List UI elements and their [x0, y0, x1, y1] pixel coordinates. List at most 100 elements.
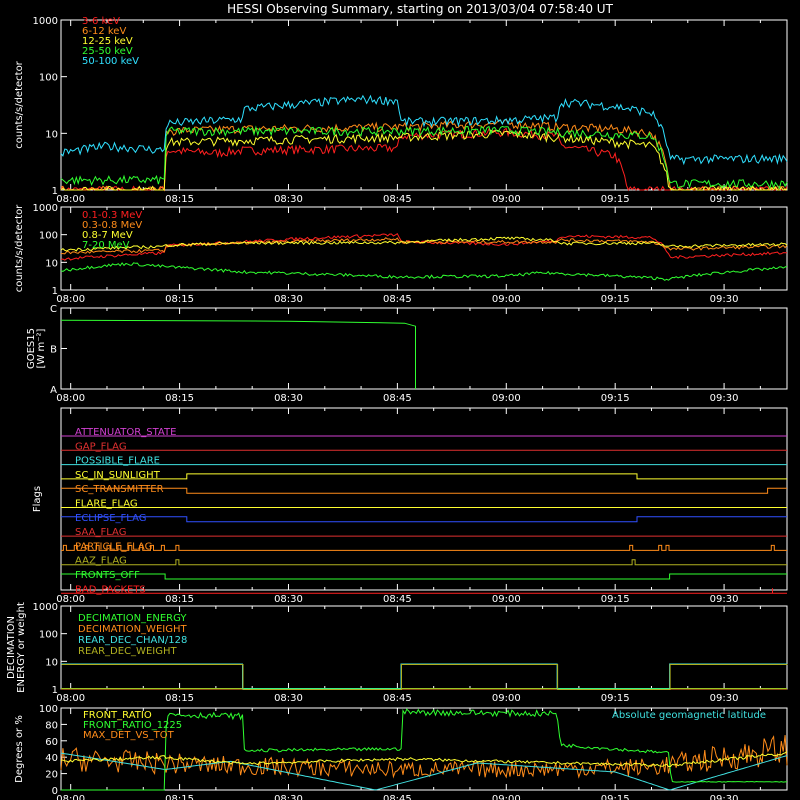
x-tick-label: 09:00 [492, 693, 521, 704]
flag-label: ECLIPSE_FLAG [75, 513, 146, 524]
y-axis-label: counts/s/detector [14, 60, 25, 148]
series-line [60, 319, 416, 389]
low-energy-frame [60, 19, 788, 191]
series-line [60, 752, 788, 791]
y-tick-label: 100 [39, 231, 58, 242]
x-tick-label: 08:30 [274, 194, 303, 205]
x-tick-label: 09:00 [492, 794, 521, 800]
y-tick-label: 80 [45, 720, 58, 731]
x-tick-label: 09:00 [492, 393, 521, 404]
legend-entry: 50-100 keV [82, 56, 139, 67]
x-tick-label: 08:30 [274, 693, 303, 704]
y-axis-label: Flags [32, 486, 43, 512]
y-tick-label: 1000 [33, 16, 58, 27]
flag-label: FLARE_FLAG [75, 499, 138, 510]
legend-entry: 6-12 keV [82, 26, 126, 37]
y-tick-label: 0 [52, 786, 58, 797]
x-tick-label: 09:00 [492, 294, 521, 305]
x-tick-label: 08:15 [165, 294, 194, 305]
flag-line [61, 544, 787, 551]
x-tick-label: 08:45 [383, 794, 412, 800]
y-axis-unit: [W m⁻²] [36, 328, 47, 368]
flags-panel: 08:00 08:15 08:30 08:45 09:00 09:15 09:30 Flags… [32, 407, 788, 605]
x-tick-label: 08:30 [274, 294, 303, 305]
x-tick-label: 09:30 [710, 794, 739, 800]
y-tick-label: 100 [39, 704, 58, 715]
goes-frame [60, 307, 788, 390]
x-tick-label: 09:30 [710, 693, 739, 704]
x-tick-label: 08:15 [165, 393, 194, 404]
x-tick-label: 09:30 [710, 194, 739, 205]
flag-line [61, 516, 787, 523]
y-tick-label: B [50, 345, 57, 356]
legend-entry: REAR_DEC_WEIGHT [78, 646, 177, 657]
x-tick-label: 08:30 [274, 794, 303, 800]
y-tick-label: 10 [45, 258, 58, 269]
y-axis-label-2: ENERGY or weight [16, 602, 27, 693]
legend-entry: FRONT_RATIO_1225 [83, 720, 182, 731]
x-tick-label: 08:30 [274, 594, 303, 605]
x-tick-label: 08:45 [383, 594, 412, 605]
y-tick-label: 60 [45, 737, 58, 748]
flag-label: POSSIBLE_FLARE [75, 456, 160, 467]
series-line [60, 262, 788, 281]
legend-entry: 3-6 keV [82, 16, 120, 27]
x-tick-label: 09:15 [601, 393, 630, 404]
low-energy-panel: 08:00 08:15 08:30 08:45 09:00 09:15 09:30 1 10 10… [14, 16, 788, 205]
y-tick-label: 1 [52, 286, 58, 297]
series-line [60, 94, 788, 166]
x-tick-label: 08:45 [383, 393, 412, 404]
x-tick-label: 08:00 [56, 594, 85, 605]
flag-line [61, 487, 787, 494]
legend-entry: 0.3-0.8 MeV [82, 220, 142, 231]
y-tick-label: 100 [39, 630, 58, 641]
y-axis-label: GOES15 [26, 328, 37, 369]
series-line [60, 237, 788, 255]
legend-entry: 12-25 keV [82, 36, 133, 47]
legend-entry: FRONT_RATIO [83, 710, 152, 721]
series-line [60, 129, 788, 192]
x-tick-label: 09:30 [710, 294, 739, 305]
flag-label: SC_TRANSMITTER [75, 484, 164, 495]
series-line [61, 708, 788, 791]
legend-entry: Absolute geomagnetic latitude [612, 710, 766, 721]
x-tick-label: 09:00 [492, 594, 521, 605]
series-line [60, 735, 788, 779]
y-tick-label: A [50, 385, 57, 396]
x-tick-label: 09:15 [601, 693, 630, 704]
y-tick-label: 100 [39, 73, 58, 84]
series-line [61, 663, 787, 690]
x-tick-label: 08:30 [274, 393, 303, 404]
series-line [60, 236, 788, 252]
y-tick-label: C [50, 304, 57, 315]
legend-entry: REAR_DEC_CHAN/128 [78, 635, 187, 646]
x-tick-label: 09:15 [601, 594, 630, 605]
flag-label: BAD_PACKETS [75, 584, 146, 595]
ratio-frame [60, 707, 788, 791]
flag-label: AAZ_FLAG [75, 556, 127, 567]
y-tick-label: 10 [45, 657, 58, 668]
decimation-panel: 08:00 08:15 08:30 08:45 09:00 09:15 09:30 1 10 10… [6, 602, 788, 704]
series-line [60, 118, 788, 192]
flag-label: SC_IN_SUNLIGHT [75, 470, 161, 481]
x-tick-label: 09:15 [601, 294, 630, 305]
y-tick-label: 1 [52, 186, 58, 197]
x-tick-label: 08:15 [165, 794, 194, 800]
y-axis-label: Degrees or % [14, 715, 25, 783]
y-tick-label: 20 [45, 770, 58, 781]
high-energy-panel: 08:00 08:15 08:30 08:45 09:00 09:15 09:30 1 10 10… [14, 203, 788, 305]
series-line [61, 664, 788, 690]
x-tick-label: 08:00 [56, 794, 85, 800]
y-axis-label: DECIMATION [6, 616, 17, 679]
y-tick-label: 1000 [33, 602, 58, 613]
y-axis-label: counts/s/detector [14, 204, 25, 292]
x-tick-label: 08:00 [56, 294, 85, 305]
x-tick-label: 08:15 [165, 594, 194, 605]
x-tick-label: 08:00 [56, 393, 85, 404]
legend-entry: DECIMATION_WEIGHT [78, 624, 187, 635]
flag-line [61, 588, 787, 594]
high-energy-frame [60, 206, 788, 291]
flag-label: PARTICLE_FLAG [75, 541, 152, 552]
legend-entry: 0.1-0.3 MeV [82, 210, 142, 221]
